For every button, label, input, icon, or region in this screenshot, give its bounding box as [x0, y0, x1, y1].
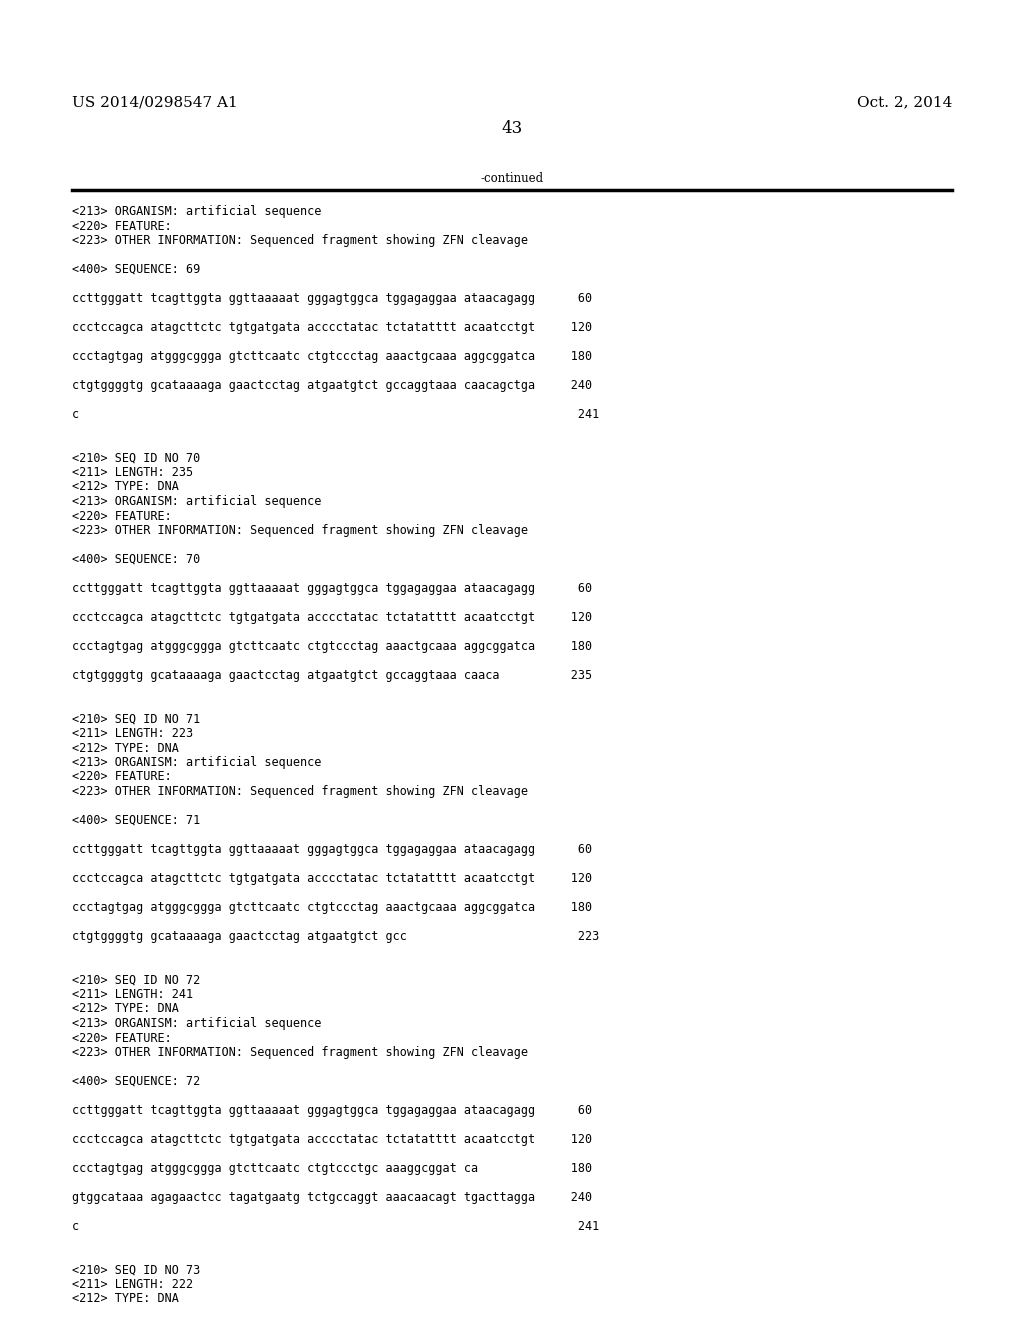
Text: c                                                                      241: c 241: [72, 1220, 599, 1233]
Text: ccttgggatt tcagttggta ggttaaaaat gggagtggca tggagaggaa ataacagagg      60: ccttgggatt tcagttggta ggttaaaaat gggagtg…: [72, 582, 592, 595]
Text: ccctagtgag atgggcggga gtcttcaatc ctgtccctag aaactgcaaa aggcggatca     180: ccctagtgag atgggcggga gtcttcaatc ctgtccc…: [72, 902, 592, 913]
Text: <400> SEQUENCE: 71: <400> SEQUENCE: 71: [72, 814, 201, 828]
Text: <223> OTHER INFORMATION: Sequenced fragment showing ZFN cleavage: <223> OTHER INFORMATION: Sequenced fragm…: [72, 234, 528, 247]
Text: <400> SEQUENCE: 69: <400> SEQUENCE: 69: [72, 263, 201, 276]
Text: <210> SEQ ID NO 73: <210> SEQ ID NO 73: [72, 1263, 201, 1276]
Text: <220> FEATURE:: <220> FEATURE:: [72, 1031, 172, 1044]
Text: US 2014/0298547 A1: US 2014/0298547 A1: [72, 95, 238, 110]
Text: <213> ORGANISM: artificial sequence: <213> ORGANISM: artificial sequence: [72, 495, 322, 508]
Text: <213> ORGANISM: artificial sequence: <213> ORGANISM: artificial sequence: [72, 1016, 322, 1030]
Text: <213> ORGANISM: artificial sequence: <213> ORGANISM: artificial sequence: [72, 756, 322, 770]
Text: <212> TYPE: DNA: <212> TYPE: DNA: [72, 1002, 179, 1015]
Text: <211> LENGTH: 241: <211> LENGTH: 241: [72, 987, 194, 1001]
Text: ccctccagca atagcttctc tgtgatgata acccctatac tctatatttt acaatcctgt     120: ccctccagca atagcttctc tgtgatgata accccta…: [72, 611, 592, 624]
Text: <211> LENGTH: 222: <211> LENGTH: 222: [72, 1278, 194, 1291]
Text: <400> SEQUENCE: 72: <400> SEQUENCE: 72: [72, 1074, 201, 1088]
Text: <213> ORGANISM: artificial sequence: <213> ORGANISM: artificial sequence: [72, 205, 322, 218]
Text: <220> FEATURE:: <220> FEATURE:: [72, 771, 172, 784]
Text: ctgtggggtg gcataaaaga gaactcctag atgaatgtct gcc                        223: ctgtggggtg gcataaaaga gaactcctag atgaatg…: [72, 931, 599, 942]
Text: <210> SEQ ID NO 72: <210> SEQ ID NO 72: [72, 974, 201, 986]
Text: <220> FEATURE:: <220> FEATURE:: [72, 510, 172, 523]
Text: ccttgggatt tcagttggta ggttaaaaat gggagtggca tggagaggaa ataacagagg      60: ccttgggatt tcagttggta ggttaaaaat gggagtg…: [72, 292, 592, 305]
Text: <211> LENGTH: 235: <211> LENGTH: 235: [72, 466, 194, 479]
Text: 43: 43: [502, 120, 522, 137]
Text: <223> OTHER INFORMATION: Sequenced fragment showing ZFN cleavage: <223> OTHER INFORMATION: Sequenced fragm…: [72, 1045, 528, 1059]
Text: <210> SEQ ID NO 70: <210> SEQ ID NO 70: [72, 451, 201, 465]
Text: ctgtggggtg gcataaaaga gaactcctag atgaatgtct gccaggtaaa caaca          235: ctgtggggtg gcataaaaga gaactcctag atgaatg…: [72, 669, 592, 682]
Text: ctgtggggtg gcataaaaga gaactcctag atgaatgtct gccaggtaaa caacagctga     240: ctgtggggtg gcataaaaga gaactcctag atgaatg…: [72, 379, 592, 392]
Text: <212> TYPE: DNA: <212> TYPE: DNA: [72, 1292, 179, 1305]
Text: gtggcataaa agagaactcc tagatgaatg tctgccaggt aaacaacagt tgacttagga     240: gtggcataaa agagaactcc tagatgaatg tctgcca…: [72, 1191, 592, 1204]
Text: <220> FEATURE:: <220> FEATURE:: [72, 219, 172, 232]
Text: <212> TYPE: DNA: <212> TYPE: DNA: [72, 742, 179, 755]
Text: ccttgggatt tcagttggta ggttaaaaat gggagtggca tggagaggaa ataacagagg      60: ccttgggatt tcagttggta ggttaaaaat gggagtg…: [72, 843, 592, 855]
Text: ccctccagca atagcttctc tgtgatgata acccctatac tctatatttt acaatcctgt     120: ccctccagca atagcttctc tgtgatgata accccta…: [72, 321, 592, 334]
Text: ccctagtgag atgggcggga gtcttcaatc ctgtccctgc aaaggcggat ca             180: ccctagtgag atgggcggga gtcttcaatc ctgtccc…: [72, 1162, 592, 1175]
Text: <400> SEQUENCE: 70: <400> SEQUENCE: 70: [72, 553, 201, 566]
Text: ccctccagca atagcttctc tgtgatgata acccctatac tctatatttt acaatcctgt     120: ccctccagca atagcttctc tgtgatgata accccta…: [72, 873, 592, 884]
Text: Oct. 2, 2014: Oct. 2, 2014: [857, 95, 952, 110]
Text: <223> OTHER INFORMATION: Sequenced fragment showing ZFN cleavage: <223> OTHER INFORMATION: Sequenced fragm…: [72, 524, 528, 537]
Text: -continued: -continued: [480, 172, 544, 185]
Text: ccctccagca atagcttctc tgtgatgata acccctatac tctatatttt acaatcctgt     120: ccctccagca atagcttctc tgtgatgata accccta…: [72, 1133, 592, 1146]
Text: <210> SEQ ID NO 71: <210> SEQ ID NO 71: [72, 713, 201, 726]
Text: c                                                                      241: c 241: [72, 408, 599, 421]
Text: ccctagtgag atgggcggga gtcttcaatc ctgtccctag aaactgcaaa aggcggatca     180: ccctagtgag atgggcggga gtcttcaatc ctgtccc…: [72, 640, 592, 653]
Text: <223> OTHER INFORMATION: Sequenced fragment showing ZFN cleavage: <223> OTHER INFORMATION: Sequenced fragm…: [72, 785, 528, 799]
Text: ccttgggatt tcagttggta ggttaaaaat gggagtggca tggagaggaa ataacagagg      60: ccttgggatt tcagttggta ggttaaaaat gggagtg…: [72, 1104, 592, 1117]
Text: ccctagtgag atgggcggga gtcttcaatc ctgtccctag aaactgcaaa aggcggatca     180: ccctagtgag atgggcggga gtcttcaatc ctgtccc…: [72, 350, 592, 363]
Text: <211> LENGTH: 223: <211> LENGTH: 223: [72, 727, 194, 741]
Text: <212> TYPE: DNA: <212> TYPE: DNA: [72, 480, 179, 494]
